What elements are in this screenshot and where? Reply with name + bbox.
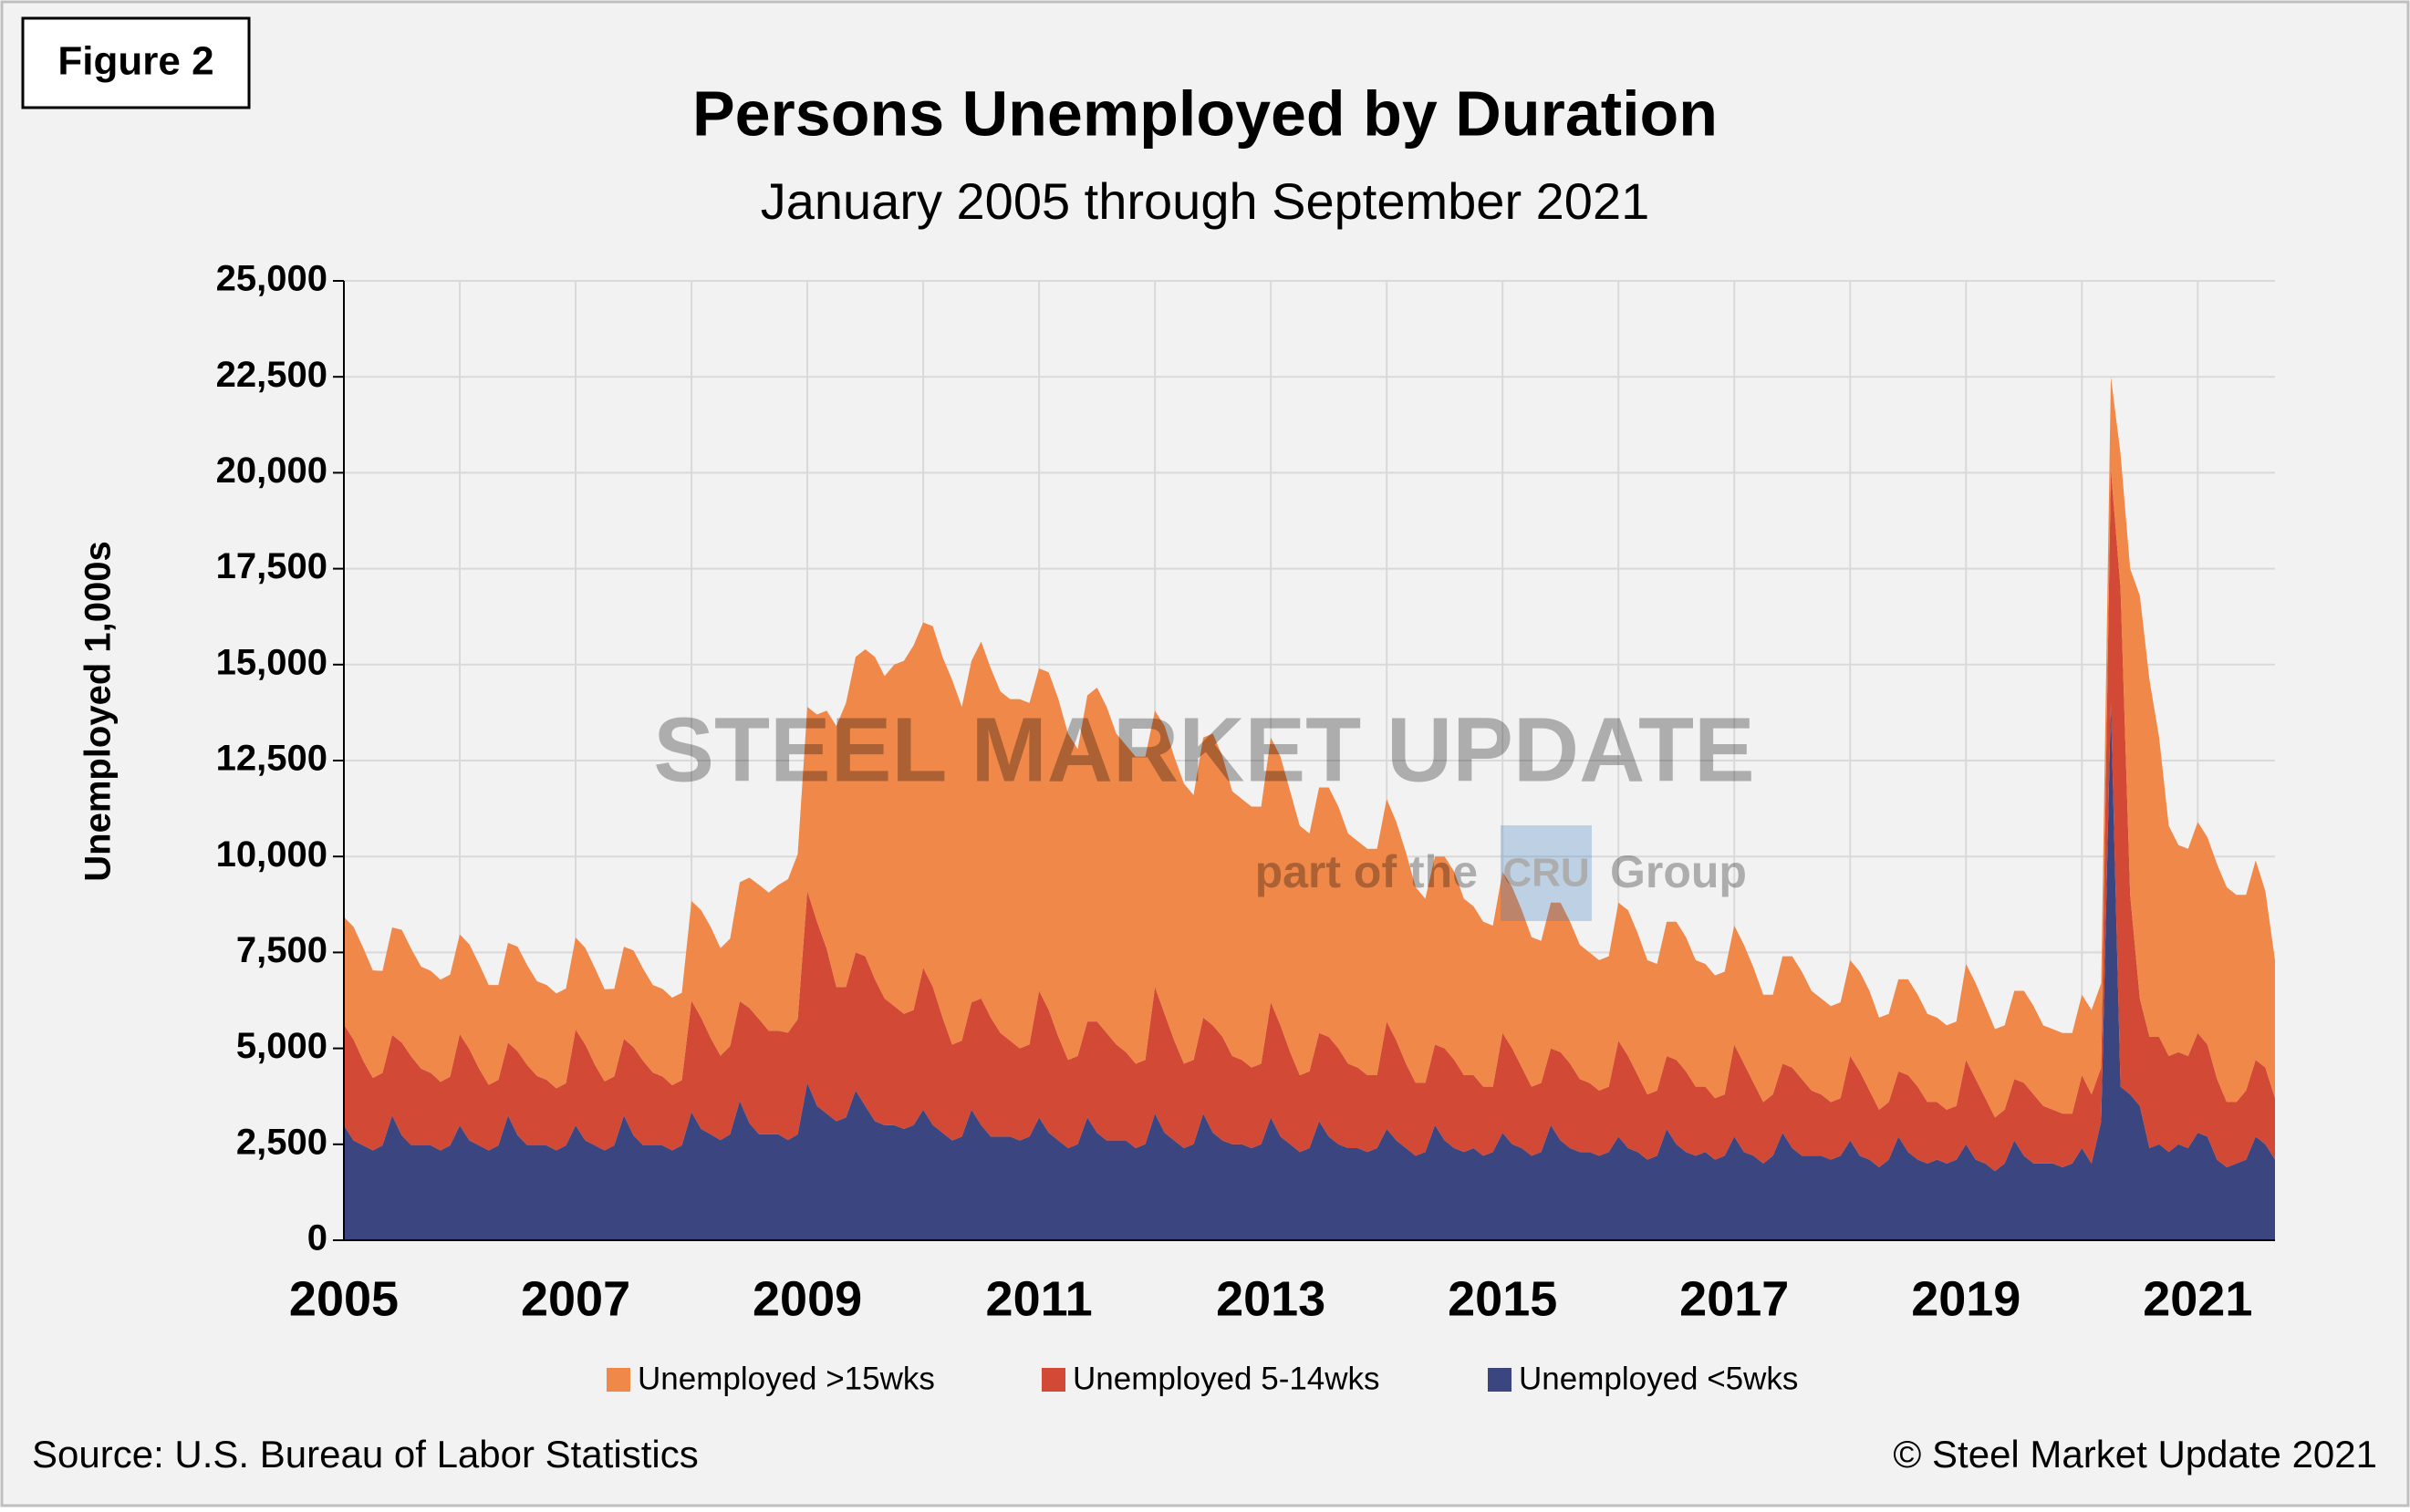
area xyxy=(344,469,2275,1172)
legend-label: Unemployed 5-14wks xyxy=(1073,1361,1380,1396)
x-tick-label: 2017 xyxy=(1679,1271,1789,1326)
legend-swatch xyxy=(1488,1368,1511,1392)
x-tick-label: 2011 xyxy=(986,1271,1093,1326)
y-tick-label: 0 xyxy=(307,1218,327,1258)
watermark-logo: CRU xyxy=(1502,851,1589,896)
y-tick-label: 25,000 xyxy=(216,259,327,299)
y-tick-label: 2,500 xyxy=(236,1122,327,1162)
y-tick-label: 15,000 xyxy=(216,642,327,682)
legend-label: Unemployed <5wks xyxy=(1519,1361,1798,1396)
y-axis-title: Unemployed 1,000s xyxy=(78,541,119,882)
x-tick-label: 2005 xyxy=(289,1271,399,1326)
x-tick-label: 2019 xyxy=(1911,1271,2020,1326)
legend-label: Unemployed >15wks xyxy=(638,1361,935,1396)
source: Source: U.S. Bureau of Labor Statistics xyxy=(32,1433,699,1476)
watermark-text: Group xyxy=(1610,846,1747,897)
x-tick-label: 2021 xyxy=(2143,1271,2252,1326)
y-tick-label: 7,500 xyxy=(236,930,327,970)
x-tick-label: 2007 xyxy=(521,1271,630,1326)
legend-swatch xyxy=(607,1368,630,1392)
y-tick-label: 5,000 xyxy=(236,1026,327,1066)
copyright: © Steel Market Update 2021 xyxy=(1893,1433,2377,1476)
watermark-brand: STEEL MARKET UPDATE xyxy=(653,699,1754,801)
plot-area: 0 2,500 5,000 7,500 10,000 12,500 15,000 17,500… xyxy=(216,259,2275,1326)
watermark: STEEL MARKET UPDATE part of the CRU Grou… xyxy=(653,699,1755,921)
legend-swatch xyxy=(1042,1368,1065,1392)
area xyxy=(344,377,2275,1118)
watermark-text: part of the xyxy=(1255,846,1478,897)
watermark-logo-box xyxy=(1501,825,1592,921)
chart-title: Persons Unemployed by Duration xyxy=(692,78,1718,149)
y-tick-label: 20,000 xyxy=(216,450,327,491)
x-tick-label: 2009 xyxy=(753,1271,862,1326)
y-tick-label: 17,500 xyxy=(216,546,327,586)
area xyxy=(344,702,2275,1240)
y-tick-label: 10,000 xyxy=(216,834,327,875)
y-tick-label: 12,500 xyxy=(216,739,327,779)
chart-subtitle: January 2005 through September 2021 xyxy=(761,172,1649,230)
y-tick-label: 22,500 xyxy=(216,355,327,395)
figure-box xyxy=(21,16,251,109)
x-tick-label: 2015 xyxy=(1448,1271,1557,1326)
x-tick-label: 2013 xyxy=(1216,1271,1325,1326)
figure-label: Figure 2 xyxy=(57,39,213,84)
